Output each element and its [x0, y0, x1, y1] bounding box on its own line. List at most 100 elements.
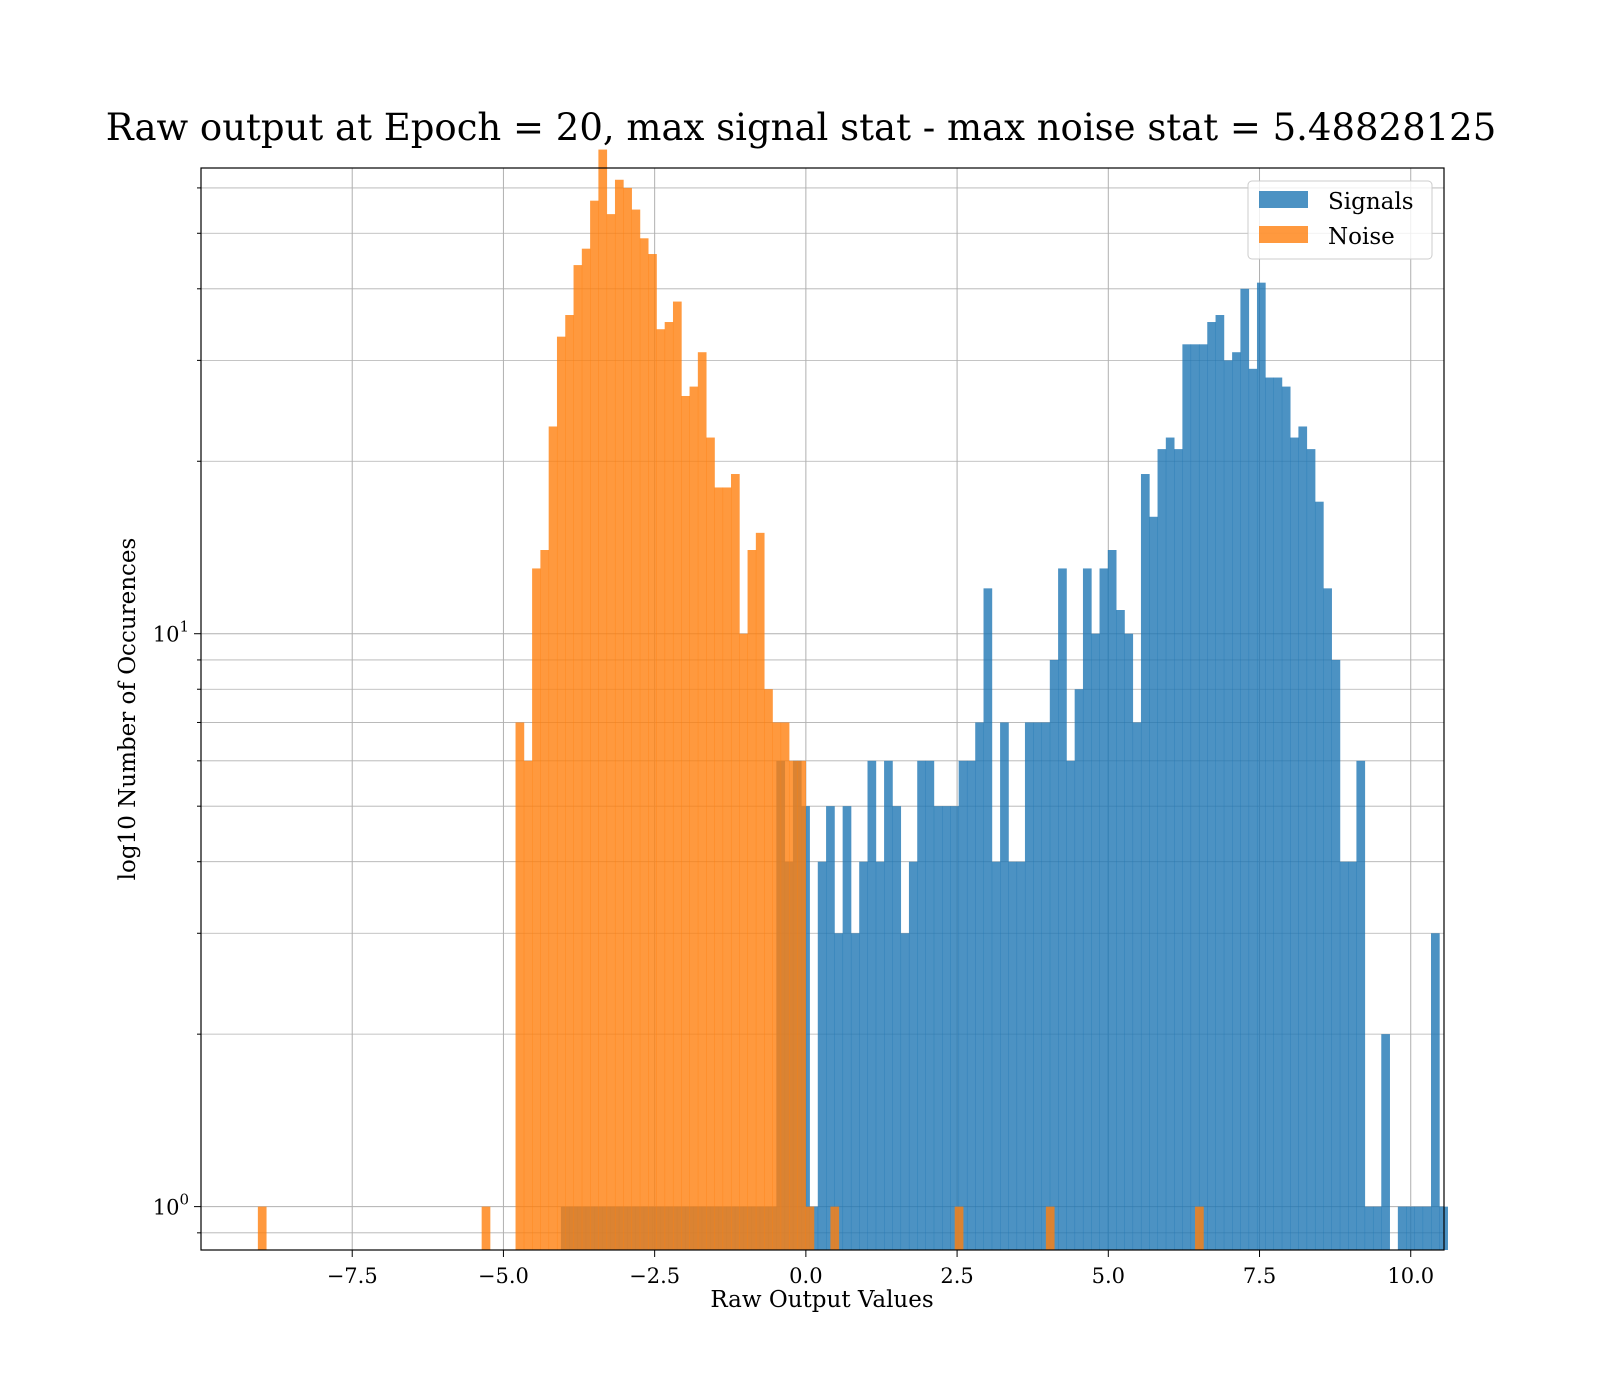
bar-signals — [1066, 760, 1076, 1250]
bar-noise — [648, 254, 657, 1250]
bar-signals — [859, 861, 868, 1250]
bar-signals — [917, 760, 926, 1250]
y-tick-exponent: 1 — [179, 618, 189, 636]
bar-signals — [1165, 437, 1175, 1250]
legend-label-noise: Noise — [1328, 224, 1395, 250]
bar-signals — [1232, 352, 1241, 1250]
bar-noise — [772, 722, 782, 1250]
bar-noise — [722, 487, 732, 1250]
bar-signals — [1240, 288, 1250, 1250]
legend: Signals Noise — [1247, 180, 1433, 260]
bar-noise — [664, 322, 674, 1250]
bar-signals — [1364, 1206, 1374, 1250]
bar-noise — [714, 487, 724, 1250]
bar-signals — [1273, 377, 1283, 1251]
bar-signals — [892, 806, 902, 1250]
bar-noise — [623, 187, 632, 1250]
bar-signals — [834, 933, 844, 1250]
bar-signals — [842, 806, 852, 1250]
bar-noise — [797, 760, 806, 1250]
plot-frame — [200, 167, 1445, 1251]
bar-signals — [900, 933, 910, 1250]
bar-signals — [933, 806, 943, 1250]
bar-signals — [884, 760, 893, 1250]
bar-noise — [515, 722, 525, 1250]
bar-signals — [942, 806, 951, 1250]
bar-signals — [850, 933, 860, 1250]
bar-signals — [1223, 360, 1233, 1250]
bar-signals — [1422, 1206, 1432, 1250]
bar-signals — [1140, 474, 1150, 1250]
bar-signals — [1248, 368, 1258, 1250]
bar-noise — [523, 760, 533, 1250]
bar-signals — [1198, 344, 1208, 1251]
x-tick-label: 10.0 — [1387, 1264, 1434, 1288]
bar-noise — [565, 315, 574, 1250]
bar-noise — [598, 149, 608, 1250]
bar-signals — [1116, 610, 1125, 1250]
bar-noise — [1045, 1206, 1055, 1250]
y-tick-label: 100 — [153, 1191, 189, 1220]
bar-signals — [1082, 568, 1092, 1250]
x-tick-label: −7.5 — [327, 1264, 378, 1288]
bar-signals — [1406, 1206, 1415, 1250]
x-tick-label: 0.0 — [789, 1264, 822, 1288]
x-tick-label: −5.0 — [478, 1264, 529, 1288]
bar-signals — [1024, 722, 1034, 1250]
bar-noise — [606, 214, 616, 1250]
bar-signals — [950, 806, 960, 1250]
x-tick-label: 5.0 — [1092, 1264, 1125, 1288]
bar-noise — [614, 179, 624, 1251]
y-tick-base: 10 — [153, 623, 180, 647]
bar-noise — [780, 722, 790, 1250]
bar-signals — [1190, 344, 1200, 1251]
bar-noise — [730, 474, 740, 1250]
bar-signals — [975, 722, 984, 1250]
bar-signals — [1091, 633, 1100, 1250]
bar-signals — [1074, 689, 1084, 1250]
bar-signals — [1306, 449, 1316, 1250]
bar-noise — [639, 238, 649, 1251]
bar-signals — [1049, 659, 1059, 1250]
bar-signals — [1041, 722, 1051, 1250]
bar-noise — [706, 437, 715, 1250]
bar-signals — [1008, 861, 1018, 1250]
legend-swatch-signals — [1259, 191, 1308, 208]
chart-title: Raw output at Epoch = 20, max signal sta… — [106, 106, 1497, 149]
bar-signals — [1174, 449, 1183, 1250]
bar-noise — [805, 1206, 815, 1250]
bar-signals — [1256, 282, 1266, 1250]
bar-signals — [1058, 568, 1067, 1250]
bar-noise — [954, 1206, 964, 1250]
bar-signals — [1323, 588, 1332, 1250]
bar-signals — [1372, 1206, 1382, 1250]
legend-swatch-noise — [1259, 226, 1308, 243]
bar-signals — [875, 861, 885, 1250]
y-tick-exponent: 0 — [179, 1191, 189, 1209]
bar-signals — [1430, 933, 1440, 1250]
bar-signals — [1348, 861, 1357, 1250]
bar-signals — [1314, 501, 1324, 1250]
bar-noise — [689, 386, 699, 1250]
bar-noise — [540, 550, 550, 1250]
bar-signals — [1033, 722, 1042, 1250]
bar-signals — [1281, 386, 1291, 1250]
bar-noise — [747, 550, 757, 1250]
bar-noise — [739, 633, 748, 1250]
bar-signals — [1381, 1034, 1390, 1250]
bar-signals — [1339, 861, 1349, 1250]
bar-signals — [817, 861, 827, 1250]
y-axis-label: log10 Number of Occurences — [115, 538, 141, 881]
bar-signals — [1290, 437, 1299, 1250]
bar-signals — [1298, 426, 1308, 1250]
histogram-bars — [257, 149, 1448, 1251]
bar-signals — [1207, 322, 1216, 1250]
bar-signals — [1157, 449, 1167, 1250]
bar-noise — [556, 336, 566, 1251]
bar-noise — [573, 265, 583, 1250]
bar-noise — [788, 760, 798, 1250]
x-tick-label: 7.5 — [1243, 1264, 1276, 1288]
bar-noise — [590, 200, 599, 1251]
